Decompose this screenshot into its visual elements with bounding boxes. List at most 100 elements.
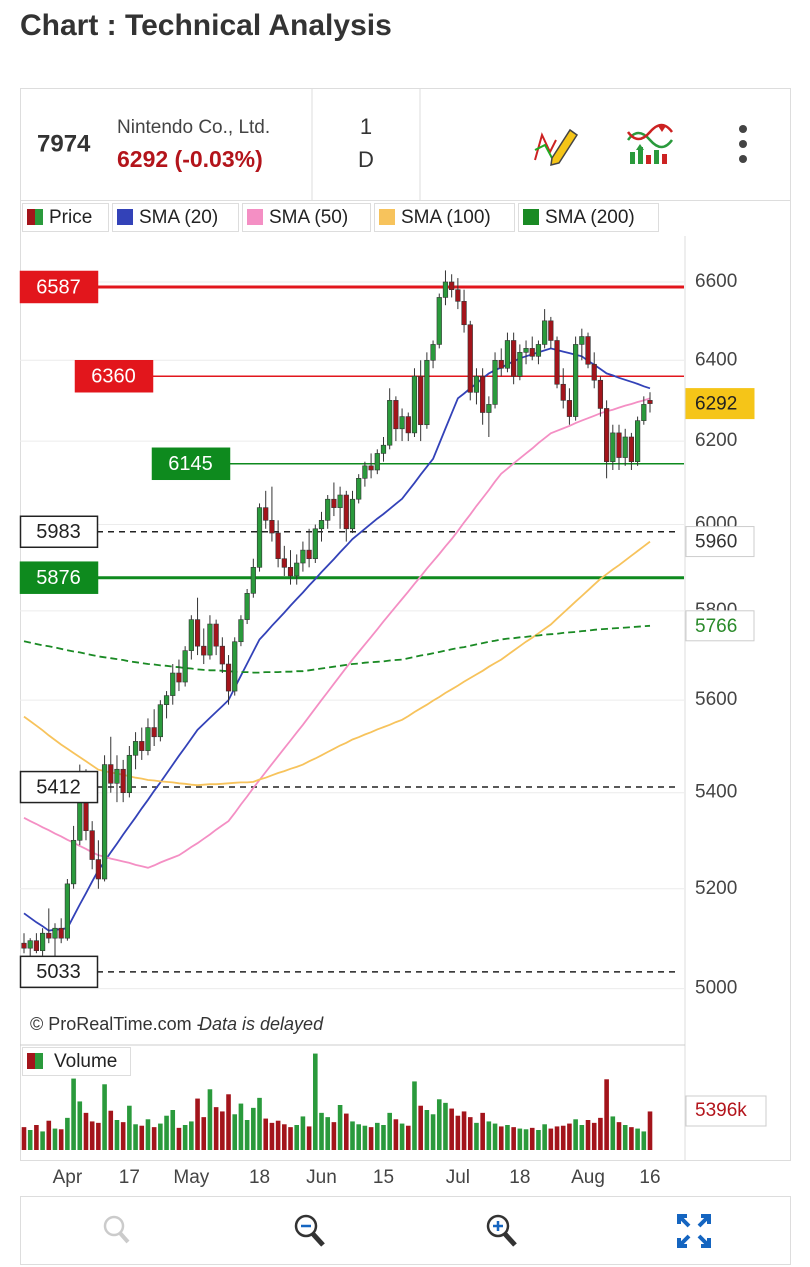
- candle-body: [132, 741, 139, 756]
- volume-bar: [102, 1084, 107, 1150]
- candle-body: [145, 727, 151, 751]
- volume-bar: [579, 1125, 585, 1150]
- volume-bar: [213, 1107, 219, 1150]
- candle-body: [170, 672, 176, 696]
- drawing-tools-icon[interactable]: [534, 128, 579, 166]
- value-tag: [685, 610, 755, 642]
- volume-bar: [226, 1094, 231, 1150]
- candle-body: [387, 400, 393, 446]
- fullscreen-button[interactable]: [677, 1214, 711, 1248]
- volume-bar: [220, 1111, 225, 1150]
- legend-label: SMA (100): [401, 207, 491, 228]
- volume-bar: [139, 1125, 145, 1150]
- candle-body: [455, 289, 461, 302]
- candle-body: [219, 645, 225, 665]
- candle-body: [368, 465, 374, 471]
- volume-bar: [511, 1127, 516, 1150]
- legend-swatch: [247, 209, 255, 225]
- candle-body: [622, 436, 628, 458]
- zoom-out-button[interactable]: [294, 1214, 325, 1247]
- candle-body: [610, 432, 616, 462]
- volume-bar: [114, 1120, 120, 1150]
- period-unit[interactable]: D: [358, 147, 374, 172]
- legend-swatch: [379, 209, 387, 225]
- candle-body: [225, 663, 232, 692]
- candle-body: [306, 549, 312, 560]
- volume-bar: [145, 1119, 151, 1150]
- candle-body: [263, 507, 269, 521]
- candle-body: [108, 764, 114, 784]
- candle-body: [70, 839, 77, 885]
- level-box: [19, 770, 99, 804]
- candle-body: [139, 741, 145, 751]
- level-box: [19, 270, 99, 304]
- candle-body: [232, 641, 238, 692]
- candle-body: [467, 324, 473, 393]
- volume-bar: [58, 1129, 64, 1150]
- volume-bar: [108, 1110, 114, 1150]
- candle-body: [287, 567, 294, 577]
- zoom-in-button[interactable]: [486, 1214, 517, 1247]
- volume-bar: [46, 1120, 52, 1150]
- sma-line: [23, 347, 651, 932]
- candle-body: [21, 942, 27, 949]
- volume-bar: [436, 1099, 442, 1150]
- volume-bar: [387, 1112, 392, 1150]
- company-name: Nintendo Co., Ltd.: [117, 117, 270, 138]
- level-label: 6360: [91, 366, 136, 388]
- quote-header: [20, 88, 791, 201]
- volume-bar: [269, 1122, 275, 1150]
- volume-bar: [393, 1119, 399, 1150]
- candle-body: [39, 932, 46, 951]
- volume-bar: [133, 1124, 138, 1150]
- candle-body: [529, 348, 535, 357]
- candle-body: [337, 494, 343, 508]
- candle-body: [238, 619, 244, 643]
- volume-tag-label: 5396k: [695, 1100, 747, 1121]
- volume-bar: [331, 1122, 337, 1150]
- volume-bar: [343, 1113, 349, 1150]
- volume-bar: [201, 1117, 207, 1150]
- overlays: Apr 17 May 18 Jun 15 Jul 18 Aug 16 Price SMA (20) SM…: [19, 203, 767, 1188]
- candle-body: [201, 645, 207, 656]
- zoom-reset-button[interactable]: [103, 1215, 130, 1244]
- menu-icon[interactable]: [739, 125, 747, 163]
- candle-body: [449, 281, 455, 290]
- x-tick-label: 15: [373, 1167, 394, 1188]
- legend-swatch: [387, 209, 395, 225]
- volume-bar: [251, 1107, 256, 1150]
- candle-body: [269, 520, 275, 534]
- y-tick-label: 6400: [695, 349, 737, 370]
- volume-bar: [207, 1089, 213, 1150]
- plot: [21, 270, 684, 1150]
- candle-body: [473, 375, 480, 393]
- level-label: 6587: [36, 276, 81, 298]
- legend-swatch: [117, 209, 125, 225]
- candle-body: [405, 416, 411, 434]
- volume-bar: [244, 1120, 250, 1150]
- level-box: [19, 561, 99, 594]
- candle-body: [126, 754, 132, 794]
- y-tick-label: 5200: [695, 878, 737, 899]
- symbol: 7974: [37, 130, 91, 157]
- y-tick-label: 5000: [695, 978, 737, 999]
- candle-body: [331, 498, 337, 508]
- legend-swatch: [35, 209, 43, 225]
- x-tick-label: May: [173, 1167, 209, 1188]
- volume-bar: [529, 1127, 535, 1150]
- volume-bar: [350, 1121, 355, 1150]
- period-count[interactable]: 1: [360, 114, 372, 139]
- level-label: 5033: [36, 961, 81, 983]
- indicators-icon[interactable]: [626, 123, 674, 164]
- volume-bar: [374, 1122, 380, 1150]
- legend-swatch: [523, 209, 531, 225]
- level-label: 6145: [168, 453, 213, 475]
- volume-bar: [182, 1125, 188, 1150]
- volume-bar: [40, 1131, 45, 1150]
- legend-swatch: [27, 209, 35, 225]
- candle-body: [318, 520, 325, 530]
- x-tick-label: 16: [639, 1167, 660, 1188]
- legend-box: [518, 203, 659, 232]
- volume-bar: [616, 1122, 622, 1150]
- volume-bar: [21, 1127, 27, 1150]
